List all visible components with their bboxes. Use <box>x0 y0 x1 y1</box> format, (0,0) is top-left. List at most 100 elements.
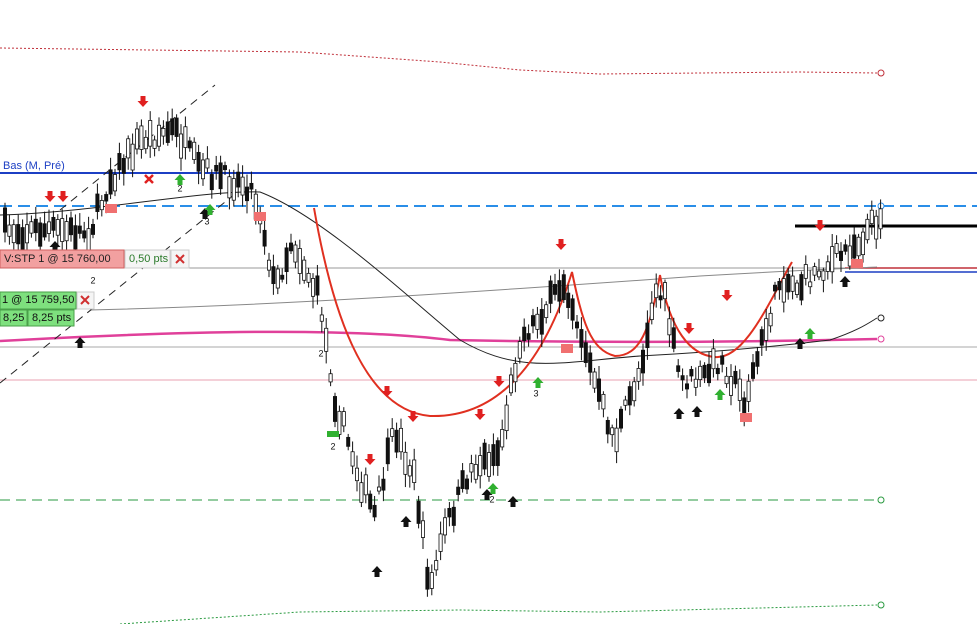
distance-label: 0,50 pts <box>129 253 169 265</box>
position-label: 1 @ 15 759,50 <box>2 294 74 306</box>
candle-body <box>33 218 38 234</box>
buy-arrow <box>487 483 499 494</box>
candle-body <box>790 275 795 292</box>
buy-arrow <box>199 208 211 219</box>
candle-body <box>442 517 447 536</box>
candle-body <box>759 329 764 346</box>
candle-body <box>583 342 588 364</box>
candle-body <box>231 178 236 201</box>
candle-body <box>632 381 637 402</box>
signal-count: 2 <box>177 183 182 193</box>
buy-arrow <box>204 204 216 215</box>
candle-body <box>95 193 100 212</box>
buy-arrow <box>74 337 86 348</box>
close-icon[interactable] <box>175 254 185 264</box>
candle-body <box>77 225 82 234</box>
sell-arrow <box>57 191 69 202</box>
candle-body <box>183 126 188 148</box>
candle-body <box>319 314 324 322</box>
candle-body <box>825 261 830 272</box>
buy-arrow <box>804 328 816 339</box>
candle-body <box>249 182 254 190</box>
candle-body <box>354 467 359 482</box>
candle-body <box>597 378 602 402</box>
candle-body <box>113 174 118 192</box>
candle-body <box>649 302 654 320</box>
candle-body <box>553 284 558 295</box>
order-label: V:STP 1 @ 15 760,00 <box>4 253 111 265</box>
order-box <box>0 249 125 269</box>
candle-body <box>698 365 703 380</box>
candle-body <box>205 158 210 169</box>
candle-body <box>821 270 826 281</box>
sell-arrow <box>381 386 393 397</box>
candle-body <box>486 452 491 477</box>
candle-body <box>817 270 822 278</box>
candle-body <box>795 282 800 295</box>
candle-body <box>636 368 641 382</box>
sell-arrow <box>721 290 733 301</box>
candle-body <box>812 266 817 276</box>
candle-body <box>693 378 698 388</box>
candle-body <box>773 284 778 292</box>
candle-body <box>148 120 153 147</box>
candle-body <box>403 451 408 475</box>
candle-body <box>425 566 430 590</box>
candle-body <box>341 411 346 427</box>
candle-body <box>29 221 34 234</box>
candle-body <box>55 219 60 236</box>
candle-body <box>724 375 729 385</box>
candle-body <box>491 444 496 467</box>
candle-body <box>178 133 183 159</box>
candle-body <box>579 329 584 348</box>
sell-arrow <box>555 239 567 250</box>
candle-body <box>663 282 668 300</box>
candle-body <box>73 225 78 250</box>
candle-body <box>535 313 540 330</box>
candle-body <box>64 221 69 242</box>
candle-body <box>451 506 456 526</box>
exit-cross <box>144 174 154 184</box>
level-label: Bas (M, Pré) <box>3 160 65 172</box>
candle-body <box>460 470 465 489</box>
candle-body <box>271 266 276 285</box>
candle-body <box>685 383 690 390</box>
sell-arrow <box>814 220 826 231</box>
candle-body <box>284 247 289 273</box>
candle-body <box>438 533 443 552</box>
candle-body <box>91 223 96 235</box>
candle-body <box>3 207 8 233</box>
candle-body <box>856 236 861 257</box>
candle-body <box>368 493 373 510</box>
candle-body <box>350 451 355 467</box>
candle-body <box>398 427 403 453</box>
candle-body <box>720 355 725 365</box>
candle-body <box>11 224 16 244</box>
close-icon[interactable] <box>80 295 90 305</box>
signal-box <box>561 344 573 353</box>
candle-body <box>262 229 267 247</box>
candle-body <box>874 215 879 240</box>
candle-body <box>381 478 386 491</box>
sell-arrow <box>493 376 505 387</box>
candle-body <box>588 352 593 373</box>
band-line <box>0 47 878 75</box>
candle-body <box>878 208 883 230</box>
handle <box>877 335 885 343</box>
signal-count: 3 <box>533 388 538 398</box>
candle-body <box>729 376 734 396</box>
pnl-box <box>27 309 75 327</box>
candle-body <box>786 273 791 293</box>
order-panel: V:STP 1 @ 15 760,00 0,50 pts 1 @ 15 759,… <box>0 249 190 327</box>
candle-body <box>328 373 333 383</box>
signal-count: 2 <box>330 441 335 451</box>
candle-body <box>24 224 29 244</box>
candle-body <box>508 374 513 394</box>
candle-body <box>531 315 536 327</box>
signal-box <box>327 431 339 437</box>
candle-body <box>139 125 144 150</box>
buy-arrow <box>507 496 519 507</box>
candle-body <box>702 364 707 379</box>
signal-box <box>851 259 863 268</box>
candle-body <box>38 222 43 247</box>
